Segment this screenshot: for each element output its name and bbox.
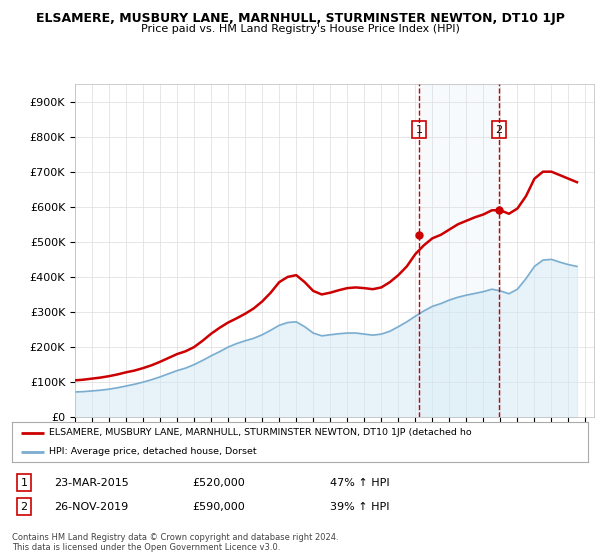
Text: 2: 2 (495, 124, 502, 134)
Text: This data is licensed under the Open Government Licence v3.0.: This data is licensed under the Open Gov… (12, 543, 280, 552)
Text: Contains HM Land Registry data © Crown copyright and database right 2024.: Contains HM Land Registry data © Crown c… (12, 533, 338, 542)
Text: 23-MAR-2015: 23-MAR-2015 (54, 478, 129, 488)
Text: HPI: Average price, detached house, Dorset: HPI: Average price, detached house, Dors… (49, 447, 257, 456)
Text: 1: 1 (416, 124, 422, 134)
Text: ELSAMERE, MUSBURY LANE, MARNHULL, STURMINSTER NEWTON, DT10 1JP: ELSAMERE, MUSBURY LANE, MARNHULL, STURMI… (35, 12, 565, 25)
Text: 26-NOV-2019: 26-NOV-2019 (54, 502, 128, 512)
Text: 2: 2 (20, 502, 28, 512)
Text: ELSAMERE, MUSBURY LANE, MARNHULL, STURMINSTER NEWTON, DT10 1JP (detached ho: ELSAMERE, MUSBURY LANE, MARNHULL, STURMI… (49, 428, 472, 437)
Bar (419, 84, 499, 417)
Text: 47% ↑ HPI: 47% ↑ HPI (330, 478, 389, 488)
Text: £520,000: £520,000 (192, 478, 245, 488)
Text: 1: 1 (20, 478, 28, 488)
Text: £590,000: £590,000 (192, 502, 245, 512)
Text: Price paid vs. HM Land Registry's House Price Index (HPI): Price paid vs. HM Land Registry's House … (140, 24, 460, 34)
Text: 39% ↑ HPI: 39% ↑ HPI (330, 502, 389, 512)
